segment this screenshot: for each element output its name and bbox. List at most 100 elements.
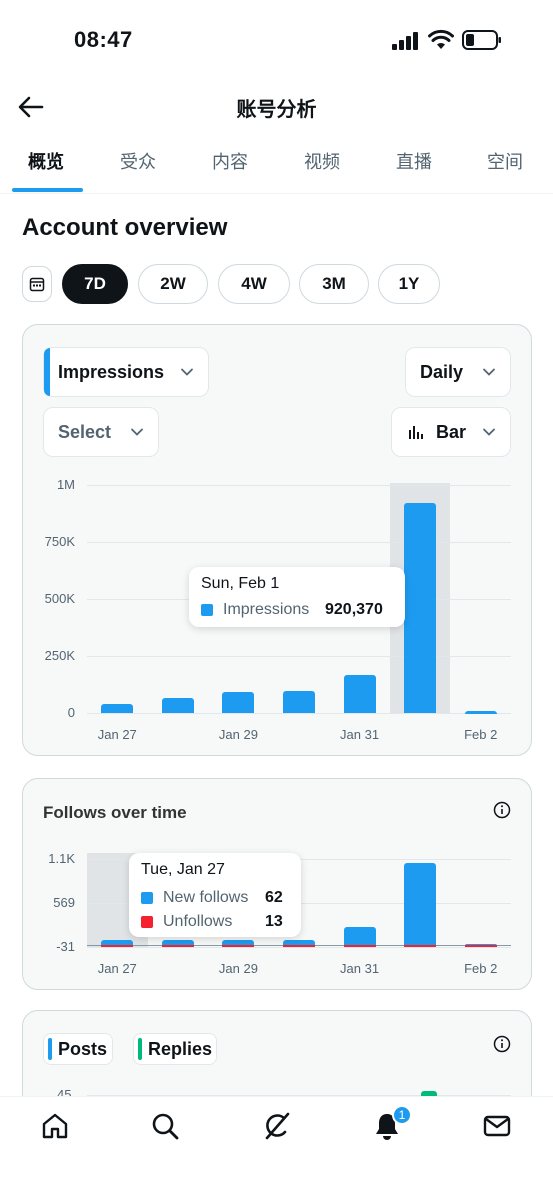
tab-audience[interactable]: 受众 <box>120 152 156 173</box>
bar-new-follows <box>404 862 437 945</box>
bar-unfollows <box>161 944 194 947</box>
metric-dropdown-label: Impressions <box>58 361 165 382</box>
bar-unfollows <box>464 944 497 947</box>
messages-icon[interactable] <box>482 1111 512 1141</box>
tooltip-series-name: Unfollows <box>163 913 233 930</box>
metric-color-bar <box>44 348 50 396</box>
x-axis-tick: Feb 2 <box>464 961 498 976</box>
bar-new-follows <box>222 939 255 945</box>
back-arrow-icon[interactable] <box>16 92 46 122</box>
tooltip-value: 62 <box>265 889 283 906</box>
bottom-nav: 1 <box>0 1096 553 1200</box>
x-axis-tick: Jan 31 <box>340 961 380 976</box>
bar-new-follows <box>101 939 134 945</box>
search-icon[interactable] <box>150 1111 180 1141</box>
home-icon[interactable] <box>40 1111 70 1141</box>
tooltip-series-name: New follows <box>163 889 249 906</box>
bar-unfollows <box>101 944 134 947</box>
range-4w[interactable]: 4W <box>218 264 290 304</box>
range-3m[interactable]: 3M <box>299 264 369 304</box>
gridline <box>87 485 511 486</box>
chevron-down-icon <box>483 428 495 436</box>
x-axis-tick: Feb 2 <box>464 727 498 742</box>
x-axis-tick: Jan 29 <box>218 727 258 742</box>
series-swatch <box>201 604 213 616</box>
bar-impressions <box>283 691 315 713</box>
chevron-down-icon <box>483 368 495 376</box>
page-title: 账号分析 <box>236 97 317 121</box>
tab-content[interactable]: 内容 <box>212 152 248 173</box>
range-2w[interactable]: 2W <box>138 264 208 304</box>
tab-live[interactable]: 直播 <box>396 152 432 173</box>
bar-unfollows <box>222 944 255 947</box>
grok-icon[interactable] <box>262 1111 292 1141</box>
bar-impressions <box>222 692 255 713</box>
bar-impressions <box>404 503 437 713</box>
bar-new-follows <box>283 940 315 945</box>
legend-swatch <box>48 1038 52 1060</box>
compare-dropdown[interactable]: Select <box>43 407 159 457</box>
range-1y[interactable]: 1Y <box>378 264 440 304</box>
x-axis-tick: Jan 27 <box>97 961 137 976</box>
bar-chart-icon <box>409 426 423 439</box>
bar-unfollows <box>343 944 376 947</box>
bar-new-follows <box>343 926 376 945</box>
status-bar: 08:47 <box>0 0 553 80</box>
x-axis-tick: Jan 31 <box>340 727 380 742</box>
calendar-icon <box>29 277 45 292</box>
y-axis-tick: 250K <box>44 648 75 663</box>
bar-new-follows <box>161 939 194 945</box>
y-axis-tick: 500K <box>44 591 75 606</box>
gridline <box>87 713 511 714</box>
tooltip-date: Sun, Feb 1 <box>201 575 280 592</box>
calendar-button[interactable] <box>22 266 52 302</box>
chart-type-dropdown[interactable]: Bar <box>391 407 511 457</box>
tab-video[interactable]: 视频 <box>304 152 340 173</box>
bar-impressions <box>464 711 497 715</box>
signal-icon <box>392 32 418 50</box>
status-time: 08:47 <box>74 27 133 52</box>
follows-card: Follows over time 1.1K 569 -31 Jan 27 Jan 29… <box>22 778 532 990</box>
x-axis-tick: Jan 29 <box>218 961 258 976</box>
legend-posts[interactable]: Posts <box>43 1033 113 1065</box>
notification-badge: 1 <box>392 1105 412 1125</box>
bar-impressions <box>343 675 376 713</box>
y-axis-tick: 1M <box>56 477 75 492</box>
follows-tooltip: Tue, Jan 27 New follows 62 Unfollows 13 <box>129 853 301 937</box>
tooltip-row: Impressions <box>201 601 309 619</box>
series-swatch <box>141 916 153 928</box>
legend-label: Replies <box>148 1038 213 1059</box>
info-icon[interactable] <box>493 801 511 819</box>
bar-unfollows <box>283 944 315 947</box>
tooltip-row: New follows <box>141 889 248 907</box>
tooltip-date: Tue, Jan 27 <box>141 861 225 878</box>
bar-impressions <box>101 704 134 713</box>
y-axis-tick: 750K <box>44 534 75 549</box>
legend-label: Posts <box>58 1038 108 1059</box>
y-axis-tick: -31 <box>56 939 75 954</box>
tooltip-value: 13 <box>265 913 283 930</box>
x-axis-tick: Jan 27 <box>97 727 137 742</box>
legend-replies[interactable]: Replies <box>133 1033 217 1065</box>
y-axis-tick: 0 <box>67 705 75 720</box>
impressions-card: Impressions Daily Select Bar 1M 750K 500K 2… <box>22 324 532 756</box>
metric-dropdown[interactable]: Impressions <box>43 347 209 397</box>
compare-dropdown-label: Select <box>58 421 112 442</box>
range-7d[interactable]: 7D <box>62 264 128 304</box>
bar-unfollows <box>404 944 437 947</box>
chart-type-dropdown-label: Bar <box>436 421 467 442</box>
bar-impressions <box>161 698 194 713</box>
legend-swatch <box>138 1038 142 1060</box>
info-icon[interactable] <box>493 1035 511 1053</box>
y-axis-tick: 569 <box>53 895 75 910</box>
interval-dropdown[interactable]: Daily <box>405 347 511 397</box>
tab-spaces[interactable]: 空间 <box>487 152 523 173</box>
wifi-icon <box>428 29 454 49</box>
y-axis-tick: 1.1K <box>48 851 75 866</box>
gridline <box>87 947 511 948</box>
series-swatch <box>141 892 153 904</box>
chevron-down-icon <box>181 368 193 376</box>
tab-bar: 概览 受众 内容 视频 直播 空间 <box>0 138 553 194</box>
tab-overview[interactable]: 概览 <box>28 152 64 173</box>
header: 账号分析 <box>0 80 553 132</box>
